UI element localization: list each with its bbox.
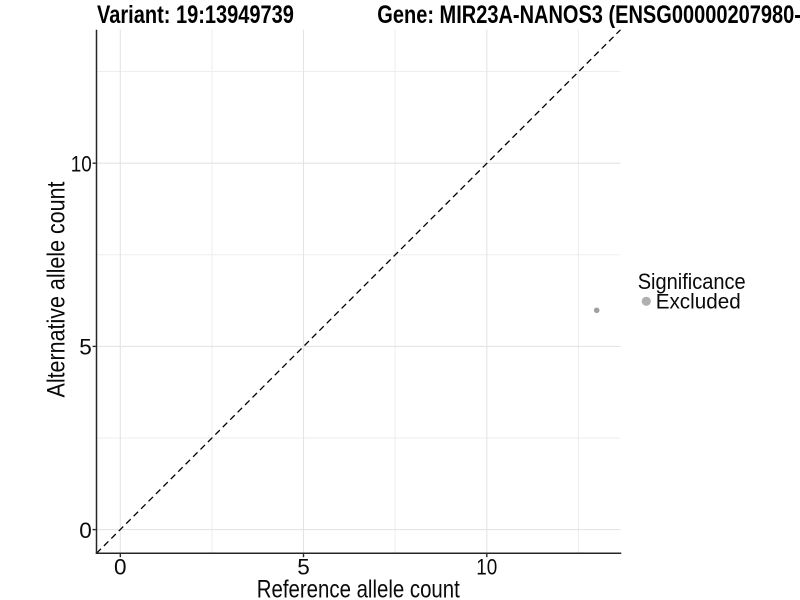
svg-text:5: 5 — [79, 335, 92, 360]
svg-text:Alternative allele count: Alternative allele count — [43, 181, 71, 397]
svg-text:Gene: MIR23A-NANOS3 (ENSG00000: Gene: MIR23A-NANOS3 (ENSG00000207980-ENS… — [377, 1, 800, 29]
svg-text:Variant: 19:13949739: Variant: 19:13949739 — [97, 1, 294, 29]
svg-text:0: 0 — [79, 518, 92, 543]
svg-text:5: 5 — [297, 555, 310, 580]
svg-text:10: 10 — [476, 555, 497, 580]
svg-text:Significance: Significance — [638, 269, 746, 294]
svg-text:10: 10 — [71, 152, 92, 177]
svg-text:Reference allele count: Reference allele count — [257, 575, 460, 600]
svg-text:Excluded: Excluded — [656, 290, 741, 314]
svg-text:0: 0 — [114, 555, 127, 580]
